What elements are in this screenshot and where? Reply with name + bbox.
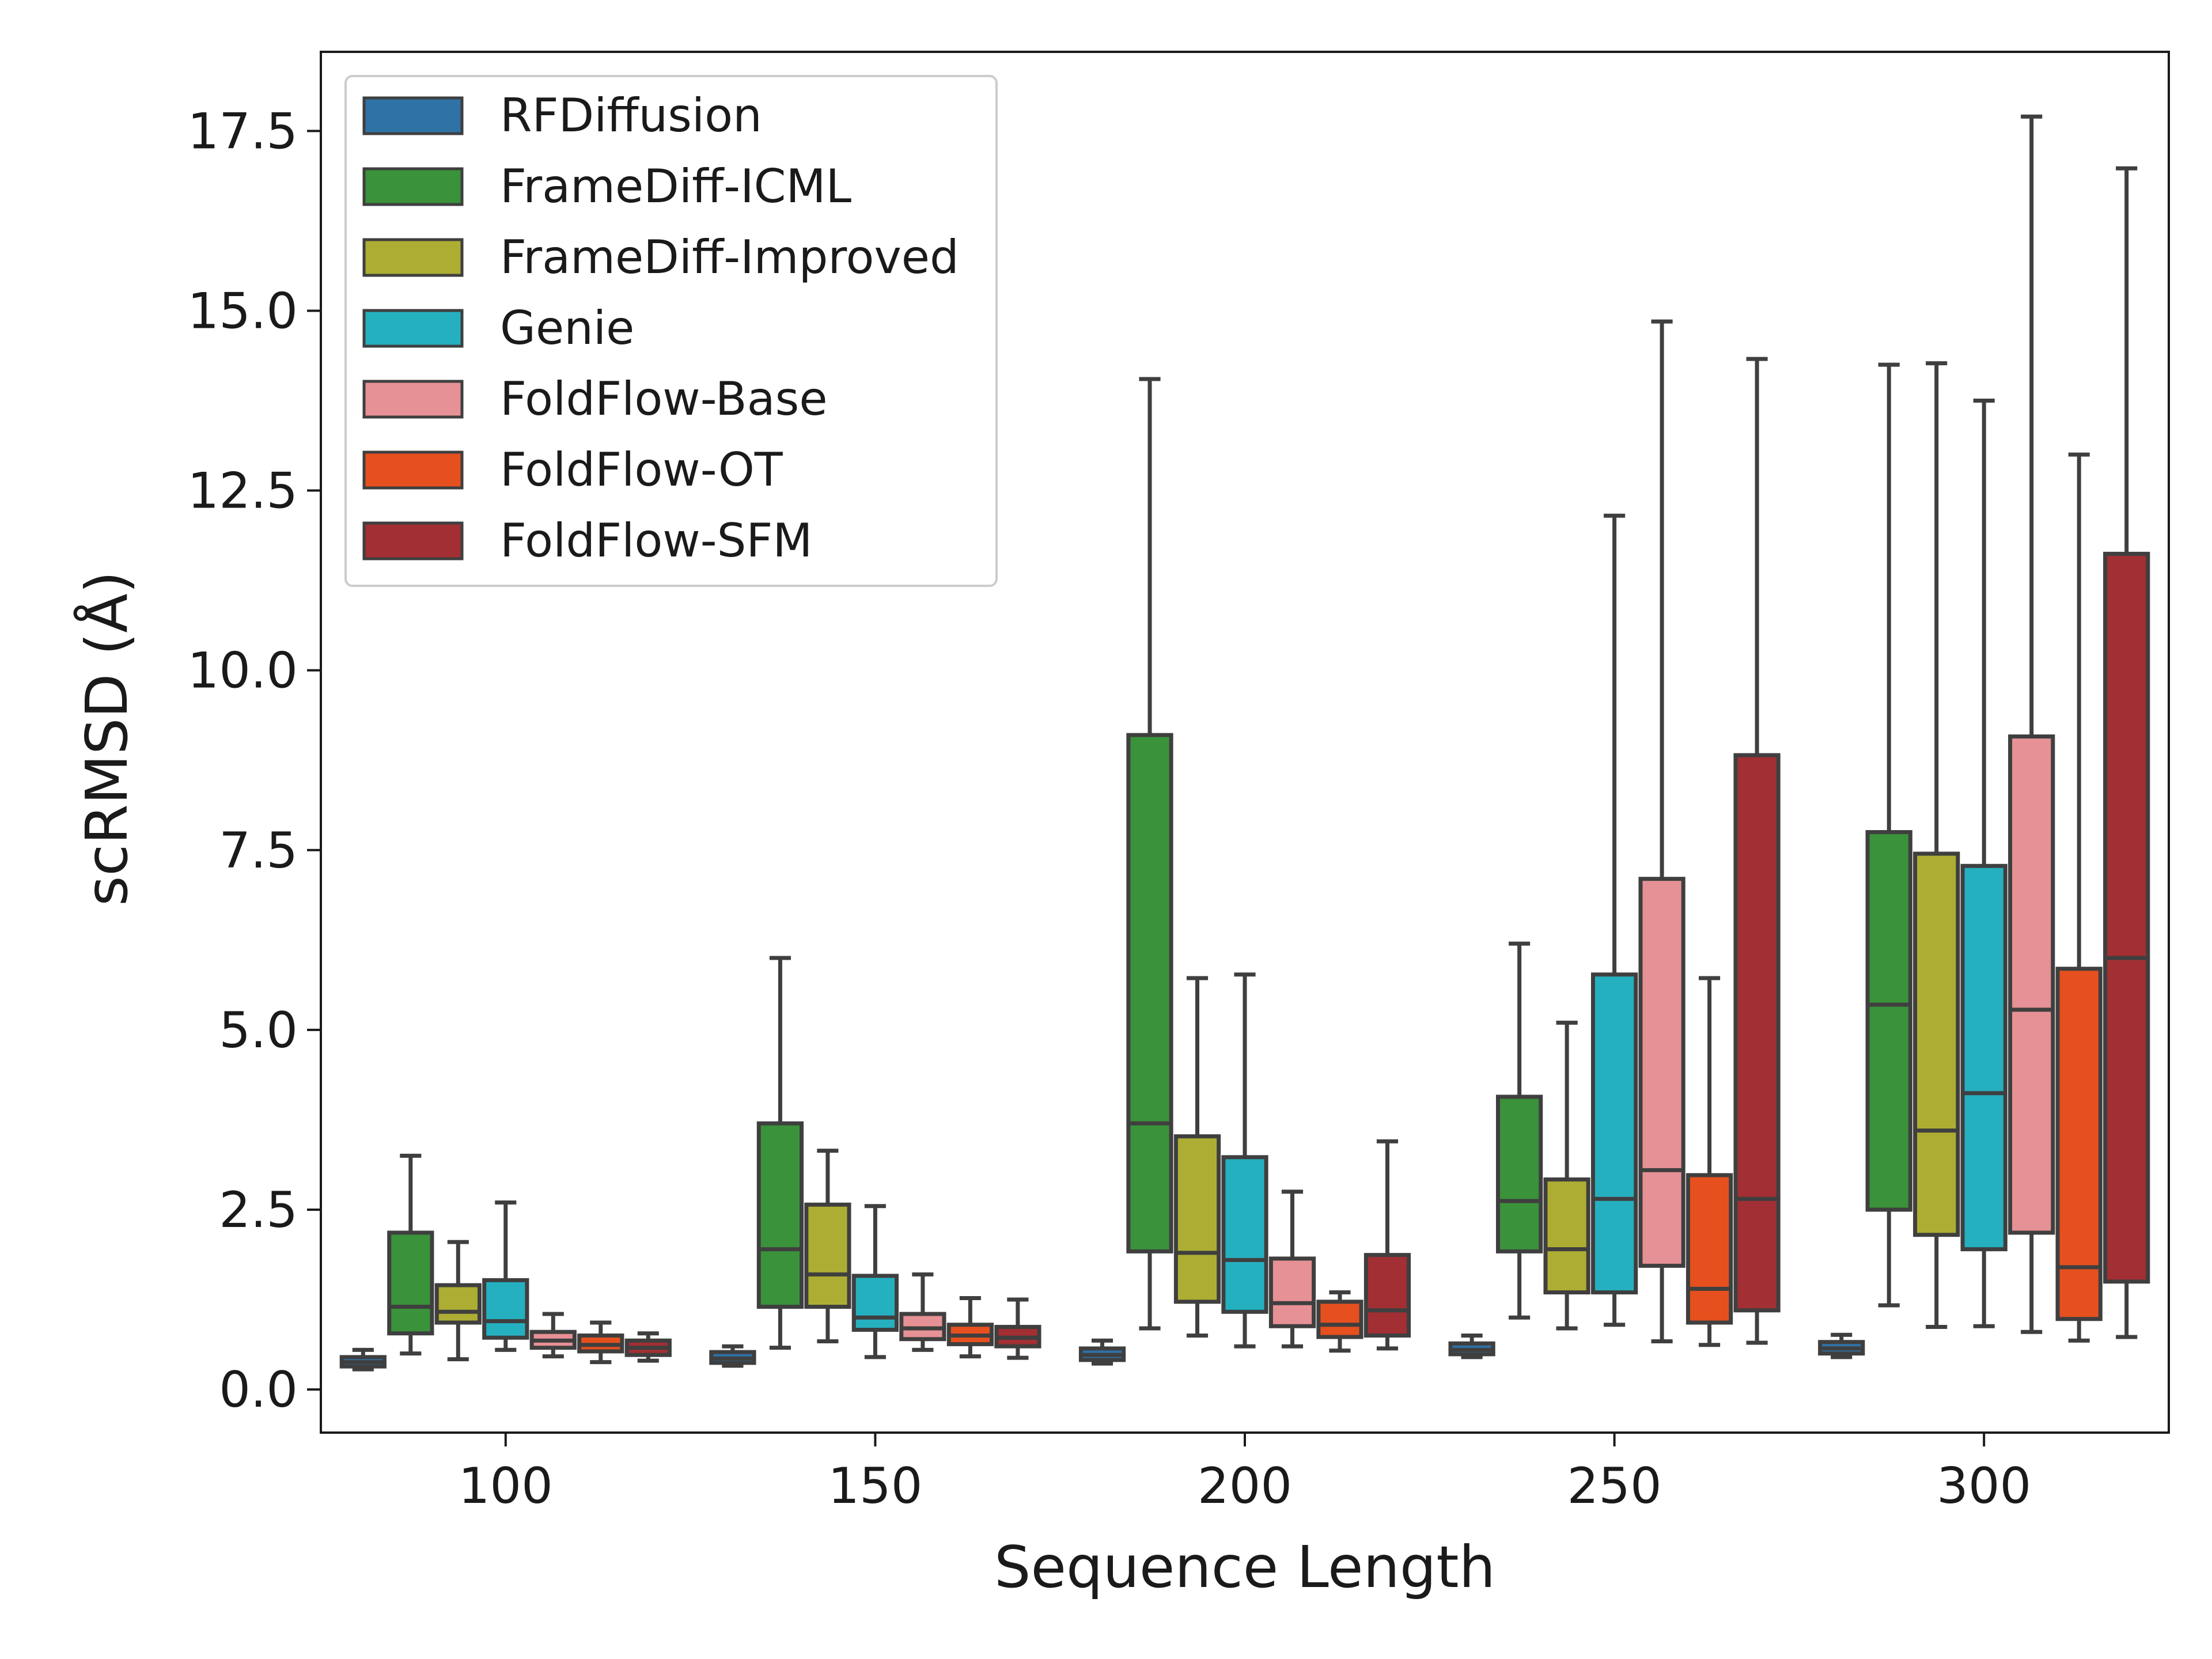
box-body: [1685, 1173, 1733, 1325]
y-axis-ticks: 0.0 2.5 5.0 7.5 10.0 12.5 15.0 17.5: [188, 103, 321, 1419]
box-foldflow-sfm-200: [1363, 1139, 1411, 1351]
box-genie-200: [1221, 972, 1268, 1349]
y-tick-label: 5.0: [219, 1002, 298, 1059]
box-foldflow-ot-150: [946, 1296, 994, 1359]
box-body: [1543, 1177, 1590, 1295]
box-framediff-icml-300: [1865, 362, 1912, 1308]
box-framediff-improved-300: [1913, 361, 1960, 1329]
box-foldflow-base-300: [2008, 114, 2055, 1334]
box-body: [387, 1230, 434, 1336]
box-body: [1733, 753, 1781, 1313]
box-body: [2008, 734, 2055, 1235]
legend-swatch: [362, 96, 464, 135]
box-rfdiffusion-200: [1078, 1338, 1126, 1366]
box-framediff-improved-200: [1173, 976, 1221, 1338]
y-tick-label: 15.0: [188, 282, 298, 340]
box-body: [1590, 972, 1638, 1295]
x-tick-label: 300: [1937, 1457, 2031, 1515]
legend-frame: [344, 75, 998, 587]
legend-entry-label: FoldFlow-SFM: [500, 514, 812, 567]
box-foldflow-base-200: [1268, 1190, 1316, 1349]
x-tick-label: 150: [828, 1457, 922, 1515]
box-foldflow-base-250: [1638, 319, 1685, 1343]
y-tick-label: 12.5: [188, 463, 298, 520]
box-body: [1126, 733, 1173, 1253]
y-tick-label: 0.0: [219, 1361, 298, 1419]
x-tick-label: 100: [459, 1457, 553, 1515]
box-framediff-icml-200: [1126, 377, 1173, 1331]
legend-entry-label: FrameDiff-Improved: [500, 230, 959, 284]
box-body: [1268, 1256, 1316, 1328]
box-rfdiffusion-250: [1448, 1333, 1495, 1359]
box-body: [1495, 1094, 1543, 1253]
plot-area-frame: [320, 51, 2170, 1434]
legend: RFDiffusion FrameDiff-ICML FrameDiff-Impro…: [344, 75, 998, 587]
box-rfdiffusion-100: [339, 1347, 387, 1372]
box-body: [1221, 1155, 1268, 1314]
box-framediff-icml-100: [387, 1153, 434, 1356]
box-foldflow-base-150: [899, 1272, 946, 1352]
box-foldflow-ot-300: [2055, 452, 2103, 1343]
box-framediff-icml-250: [1495, 941, 1543, 1320]
box-foldflow-sfm-300: [2103, 166, 2150, 1339]
y-tick-label: 10.0: [188, 642, 298, 700]
y-tick-label: 7.5: [219, 822, 298, 880]
box-genie-300: [1960, 398, 2008, 1328]
box-body: [804, 1202, 851, 1309]
box-body: [1173, 1134, 1221, 1304]
box-framediff-improved-150: [804, 1149, 851, 1343]
legend-entry-label: FoldFlow-Base: [500, 372, 828, 426]
y-axis-label: scRMSD (Å): [73, 571, 141, 906]
box-body: [1865, 830, 1912, 1212]
plot-boxes: [339, 114, 2150, 1372]
box-foldflow-ot-200: [1316, 1290, 1363, 1353]
legend-swatch: [362, 450, 464, 490]
box-foldflow-ot-100: [577, 1320, 624, 1365]
box-body: [1960, 863, 2008, 1252]
box-foldflow-sfm-100: [624, 1331, 672, 1363]
legend-swatch: [362, 380, 464, 419]
legend-swatch: [362, 238, 464, 277]
box-body: [1913, 851, 1960, 1237]
box-rfdiffusion-150: [709, 1344, 756, 1368]
box-genie-100: [482, 1200, 529, 1352]
box-framediff-improved-100: [434, 1240, 482, 1362]
box-body: [2103, 551, 2150, 1284]
box-body: [1363, 1253, 1411, 1338]
box-rfdiffusion-300: [1818, 1332, 1865, 1359]
box-body: [434, 1283, 482, 1325]
box-foldflow-sfm-150: [994, 1297, 1041, 1360]
x-tick-label: 250: [1567, 1457, 1662, 1515]
box-body: [2055, 967, 2103, 1321]
box-body: [851, 1274, 899, 1332]
box-foldflow-base-100: [529, 1312, 577, 1359]
y-tick-label: 17.5: [188, 103, 298, 160]
box-framediff-improved-250: [1543, 1020, 1590, 1331]
box-body: [1316, 1300, 1363, 1339]
box-genie-250: [1590, 513, 1638, 1327]
box-body: [1638, 877, 1685, 1268]
x-axis-ticks: 100 150 200 250 300: [459, 1433, 2031, 1515]
legend-entry-label: RFDiffusion: [500, 89, 762, 142]
box-framediff-icml-150: [756, 956, 804, 1350]
legend-swatch: [362, 167, 464, 206]
box-foldflow-sfm-250: [1733, 357, 1781, 1345]
box-genie-150: [851, 1204, 899, 1359]
box-foldflow-ot-250: [1685, 976, 1733, 1347]
legend-entry-label: Genie: [500, 301, 634, 355]
y-tick-label: 2.5: [219, 1181, 298, 1239]
legend-entry-label: FoldFlow-OT: [500, 443, 783, 497]
legend-swatch: [362, 521, 464, 560]
box-body: [482, 1278, 529, 1340]
x-axis-label: Sequence Length: [994, 1533, 1495, 1601]
box-body: [756, 1121, 804, 1309]
legend-swatch: [362, 309, 464, 348]
x-tick-label: 200: [1198, 1457, 1292, 1515]
legend-entry-label: FrameDiff-ICML: [500, 160, 852, 213]
